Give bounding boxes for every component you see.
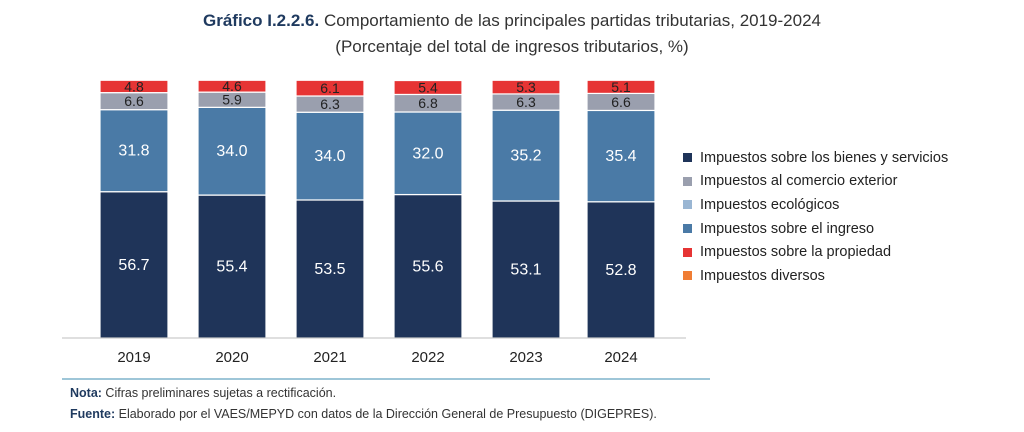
data-label: 32.0 <box>412 145 443 162</box>
bar-segment <box>491 109 561 202</box>
data-label: 55.4 <box>216 259 247 276</box>
x-tick-label: 2020 <box>215 349 248 366</box>
bar-segment <box>99 79 169 94</box>
footer-note-text: Cifras preliminares sujetas a rectificac… <box>101 386 337 400</box>
footer-source-text: Elaborado por el VAES/MEPYD con datos de… <box>115 407 657 421</box>
footer-note-label: Nota: <box>70 386 102 400</box>
x-tick-label: 2023 <box>509 349 542 366</box>
legend-swatch <box>683 176 692 186</box>
legend-swatch <box>683 224 692 234</box>
bar-segment <box>586 79 656 95</box>
data-label: 5.4 <box>418 79 438 95</box>
legend-swatch <box>683 200 692 210</box>
data-label: 35.4 <box>605 148 636 165</box>
bar-segment <box>99 109 169 193</box>
legend-label: Impuestos sobre la propiedad <box>700 244 892 261</box>
bar-segment <box>295 79 365 97</box>
data-label: 6.3 <box>320 96 340 112</box>
x-tick-label: 2019 <box>117 349 150 366</box>
legend-label: Impuestos ecológicos <box>700 196 840 213</box>
legend-item: Impuestos ecológicos <box>683 193 948 217</box>
data-label: 5.3 <box>516 79 536 95</box>
legend-item: Impuestos sobre la propiedad <box>683 240 948 264</box>
data-label: 5.1 <box>611 79 631 95</box>
footer-divider <box>62 378 710 380</box>
legend-label: Impuestos al comercio exterior <box>700 173 898 190</box>
bar-segment <box>295 199 365 339</box>
chart-legend: Impuestos sobre los bienes y servicios Im… <box>683 146 948 288</box>
bar-segment <box>393 111 463 196</box>
data-label: 4.8 <box>124 78 144 94</box>
legend-item: Impuestos diversos <box>683 264 948 288</box>
legend-swatch <box>683 247 692 257</box>
bar-segment <box>99 191 169 339</box>
chart-subtitle: (Porcentaje del total de ingresos tribut… <box>335 37 689 56</box>
data-label: 31.8 <box>118 143 149 160</box>
bar-segment <box>197 79 267 93</box>
legend-item: Impuestos sobre el ingreso <box>683 217 948 241</box>
legend-item: Impuestos sobre los bienes y servicios <box>683 146 948 170</box>
bar-segment <box>491 79 561 95</box>
data-label: 6.6 <box>611 94 631 110</box>
data-label: 6.3 <box>516 94 536 110</box>
footer-note: Nota: Cifras preliminares sujetas a rect… <box>70 386 336 400</box>
data-label: 6.6 <box>124 93 144 109</box>
data-label: 53.5 <box>314 261 345 278</box>
data-label: 35.2 <box>510 148 541 165</box>
x-tick-label: 2021 <box>313 349 346 366</box>
data-label: 4.6 <box>222 78 242 94</box>
bar-segment <box>491 200 561 339</box>
data-label: 53.1 <box>510 262 541 279</box>
legend-item: Impuestos al comercio exterior <box>683 170 948 194</box>
x-tick-label: 2024 <box>604 349 637 366</box>
bar-segment <box>295 111 365 201</box>
chart-title-lead: Gráfico I.2.2.6. <box>202 11 320 30</box>
data-label: 52.8 <box>605 262 636 279</box>
legend-label: Impuestos diversos <box>700 267 825 284</box>
footer-source-label: Fuente: <box>70 407 116 421</box>
footer-source: Fuente: Elaborado por el VAES/MEPYD con … <box>70 407 657 421</box>
bar-segment <box>197 194 267 339</box>
data-label: 34.0 <box>314 148 345 165</box>
data-label: 6.8 <box>418 95 438 111</box>
chart-title-text: Comportamiento de las principales partid… <box>319 11 821 30</box>
legend-swatch <box>683 271 692 281</box>
chart-title: Gráfico I.2.2.6. Comportamiento de las p… <box>0 10 1024 32</box>
x-tick-label: 2022 <box>411 349 444 366</box>
data-label: 34.0 <box>216 143 247 160</box>
legend-label: Impuestos sobre el ingreso <box>700 220 875 237</box>
data-label: 6.1 <box>320 80 340 96</box>
data-label: 5.9 <box>222 92 242 108</box>
data-label: 55.6 <box>412 258 443 275</box>
data-label: 56.7 <box>118 257 149 274</box>
bar-segment <box>586 109 656 203</box>
legend-swatch <box>683 153 692 163</box>
bar-segment <box>393 79 463 96</box>
legend-label: Impuestos sobre los bienes y servicios <box>700 149 949 166</box>
